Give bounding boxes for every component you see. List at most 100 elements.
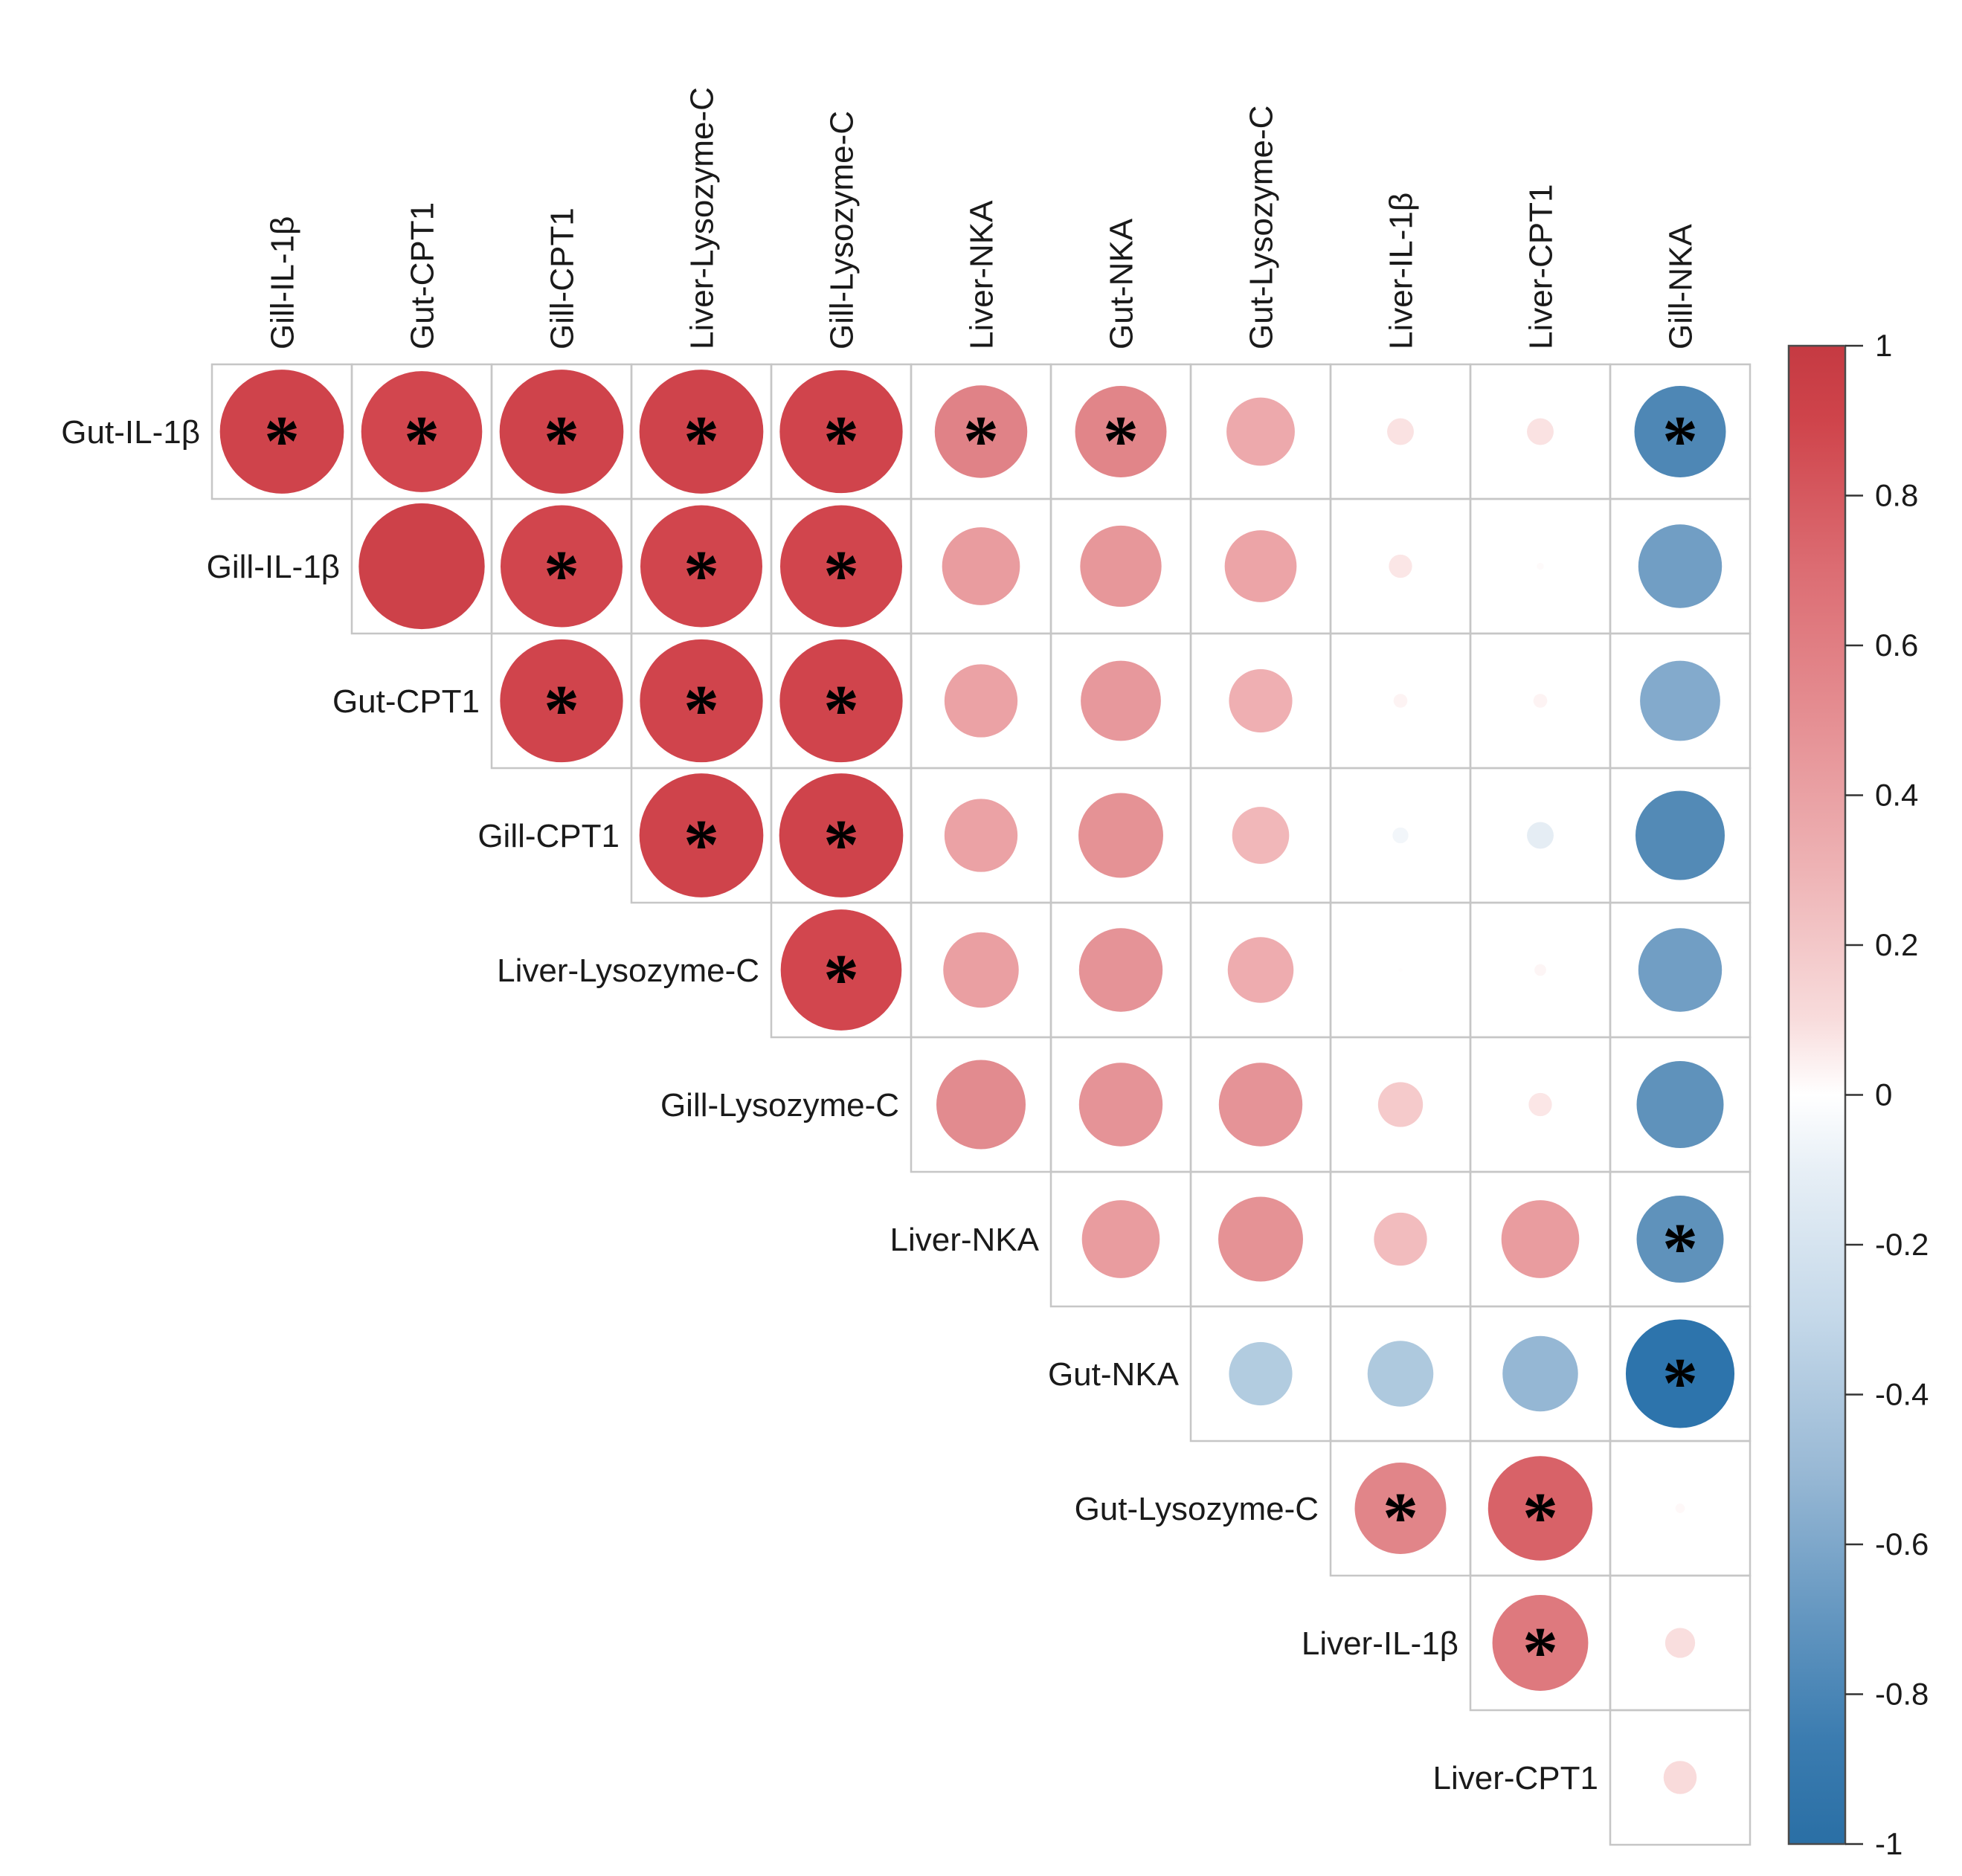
correlation-circle: [1640, 660, 1720, 741]
correlation-circle: [1227, 937, 1294, 1003]
matrix-cell: *: [490, 363, 633, 500]
matrix-cell: *: [630, 632, 773, 770]
matrix-cell: *: [1469, 1574, 1612, 1712]
row-label: Gill-Lysozyme-C: [660, 1087, 899, 1124]
row-label: Gut-NKA: [1048, 1356, 1180, 1393]
row-label: Gut-CPT1: [332, 683, 480, 720]
matrix-cell: *: [1609, 363, 1752, 500]
significance-star: *: [264, 402, 300, 481]
column-label: Liver-IL-1β: [1383, 193, 1419, 349]
correlation-circle: [1081, 1200, 1160, 1278]
row-label: Liver-CPT1: [1433, 1760, 1599, 1796]
matrix-cell: *: [770, 901, 913, 1039]
correlation-circle: [779, 639, 903, 763]
significance-star: *: [1662, 1344, 1698, 1423]
correlation-circle: [1232, 807, 1290, 864]
correlation-circle: [1675, 1503, 1685, 1513]
row-label: Liver-Lysozyme-C: [497, 952, 759, 989]
correlation-circle: [1527, 418, 1554, 445]
correlation-circle: [944, 664, 1018, 738]
correlation-circle: [780, 505, 902, 628]
correlation-circle: [1501, 1200, 1580, 1278]
colorbar-tick-label: -1: [1875, 1826, 1903, 1861]
colorbar-tick-label: 0.8: [1875, 477, 1918, 512]
significance-star: *: [1662, 402, 1698, 481]
row-labels: Gut-IL-1β Gill-IL-1β Gut-CPT1 Gill-CPT1 Live…: [61, 414, 1598, 1796]
correlation-circle: [1081, 660, 1161, 741]
correlation-circle: [1636, 1061, 1724, 1148]
correlation-circle: [1393, 694, 1408, 708]
significance-star: *: [1662, 1209, 1698, 1289]
matrix-cell: *: [770, 363, 913, 500]
significance-star: *: [823, 805, 859, 885]
column-label: Gill-Lysozyme-C: [823, 111, 860, 349]
column-label: Liver-NKA: [963, 200, 1000, 349]
matrix-cell: *: [910, 363, 1052, 500]
correlation-circle: [936, 1060, 1026, 1150]
colorbar-tick-label: -0.6: [1875, 1527, 1929, 1561]
matrix-cell: *: [630, 497, 773, 635]
correlation-circle: [1663, 1761, 1697, 1794]
correlation-circle: [1354, 1463, 1447, 1554]
correlation-circle: [1636, 1196, 1724, 1283]
column-label: Gill-CPT1: [544, 207, 580, 349]
colorbar-tick-label: -0.8: [1875, 1676, 1929, 1711]
correlation-circle: [1224, 530, 1297, 602]
matrix-cell: *: [350, 363, 493, 500]
correlation-circle: [779, 773, 904, 897]
colorbar-tick-label: 0.2: [1875, 927, 1918, 962]
correlation-circle: [1218, 1196, 1303, 1282]
correlation-circle: [1367, 1341, 1434, 1407]
correlation-circle: [1398, 967, 1403, 973]
matrix-cell: *: [1329, 1440, 1472, 1577]
significance-star: *: [823, 536, 859, 616]
correlation-circle: [219, 370, 344, 494]
correlation-circle: [1229, 668, 1293, 733]
matrix-cell: *: [210, 363, 353, 500]
column-label: Gill-NKA: [1662, 224, 1699, 349]
correlation-circle: [1638, 524, 1723, 608]
significance-star: *: [1383, 1478, 1418, 1558]
correlation-circle: [1533, 694, 1548, 708]
significance-star: *: [404, 402, 440, 481]
correlation-circle: [1226, 397, 1295, 466]
matrix-cell: *: [770, 767, 913, 904]
matrix-cell: *: [630, 767, 773, 904]
correlation-circle: [1537, 562, 1544, 570]
correlation-circle: [1487, 1456, 1593, 1561]
colorbar: 1 0.8 0.6 0.4 0.2 0 -0.2 -0.4 -0.6 -0.8 -1: [1787, 328, 1929, 1861]
correlation-circle: [1389, 554, 1412, 578]
cell-border: [1609, 1709, 1752, 1846]
correlation-circle: [1625, 1319, 1735, 1428]
correlation-circle: [1387, 418, 1414, 445]
significance-star: *: [1522, 1613, 1558, 1692]
correlation-circle: [500, 639, 623, 763]
correlation-circle: [1229, 1341, 1293, 1406]
correlation-circle: [1527, 822, 1554, 849]
correlation-circle: [639, 773, 764, 897]
correlation-circle: [1218, 1063, 1303, 1147]
matrix-cells: * * * * * * * * * * * * * * * * * * * * * *: [210, 363, 1752, 1846]
matrix-cell: [1609, 1709, 1752, 1846]
correlation-circle: [1502, 1335, 1578, 1412]
correlation-circle: [1377, 1082, 1424, 1127]
colorbar-tick-label: -0.4: [1875, 1376, 1929, 1411]
significance-star: *: [684, 536, 719, 616]
significance-star: *: [963, 402, 999, 481]
correlation-circle: [779, 370, 903, 494]
correlation-circle: [1075, 386, 1167, 477]
row-label: Gill-IL-1β: [207, 549, 340, 585]
column-label: Gut-NKA: [1103, 218, 1139, 349]
significance-star: *: [823, 940, 859, 1019]
significance-star: *: [1522, 1478, 1558, 1558]
correlation-circle: [1374, 1212, 1427, 1266]
significance-star: *: [1103, 402, 1139, 481]
correlation-circle: [1078, 793, 1163, 878]
correlation-circle: [640, 505, 762, 628]
matrix-cell: *: [490, 632, 633, 770]
correlation-circle: [1534, 964, 1546, 976]
significance-star: *: [684, 671, 719, 750]
correlation-circle: [1080, 525, 1162, 607]
